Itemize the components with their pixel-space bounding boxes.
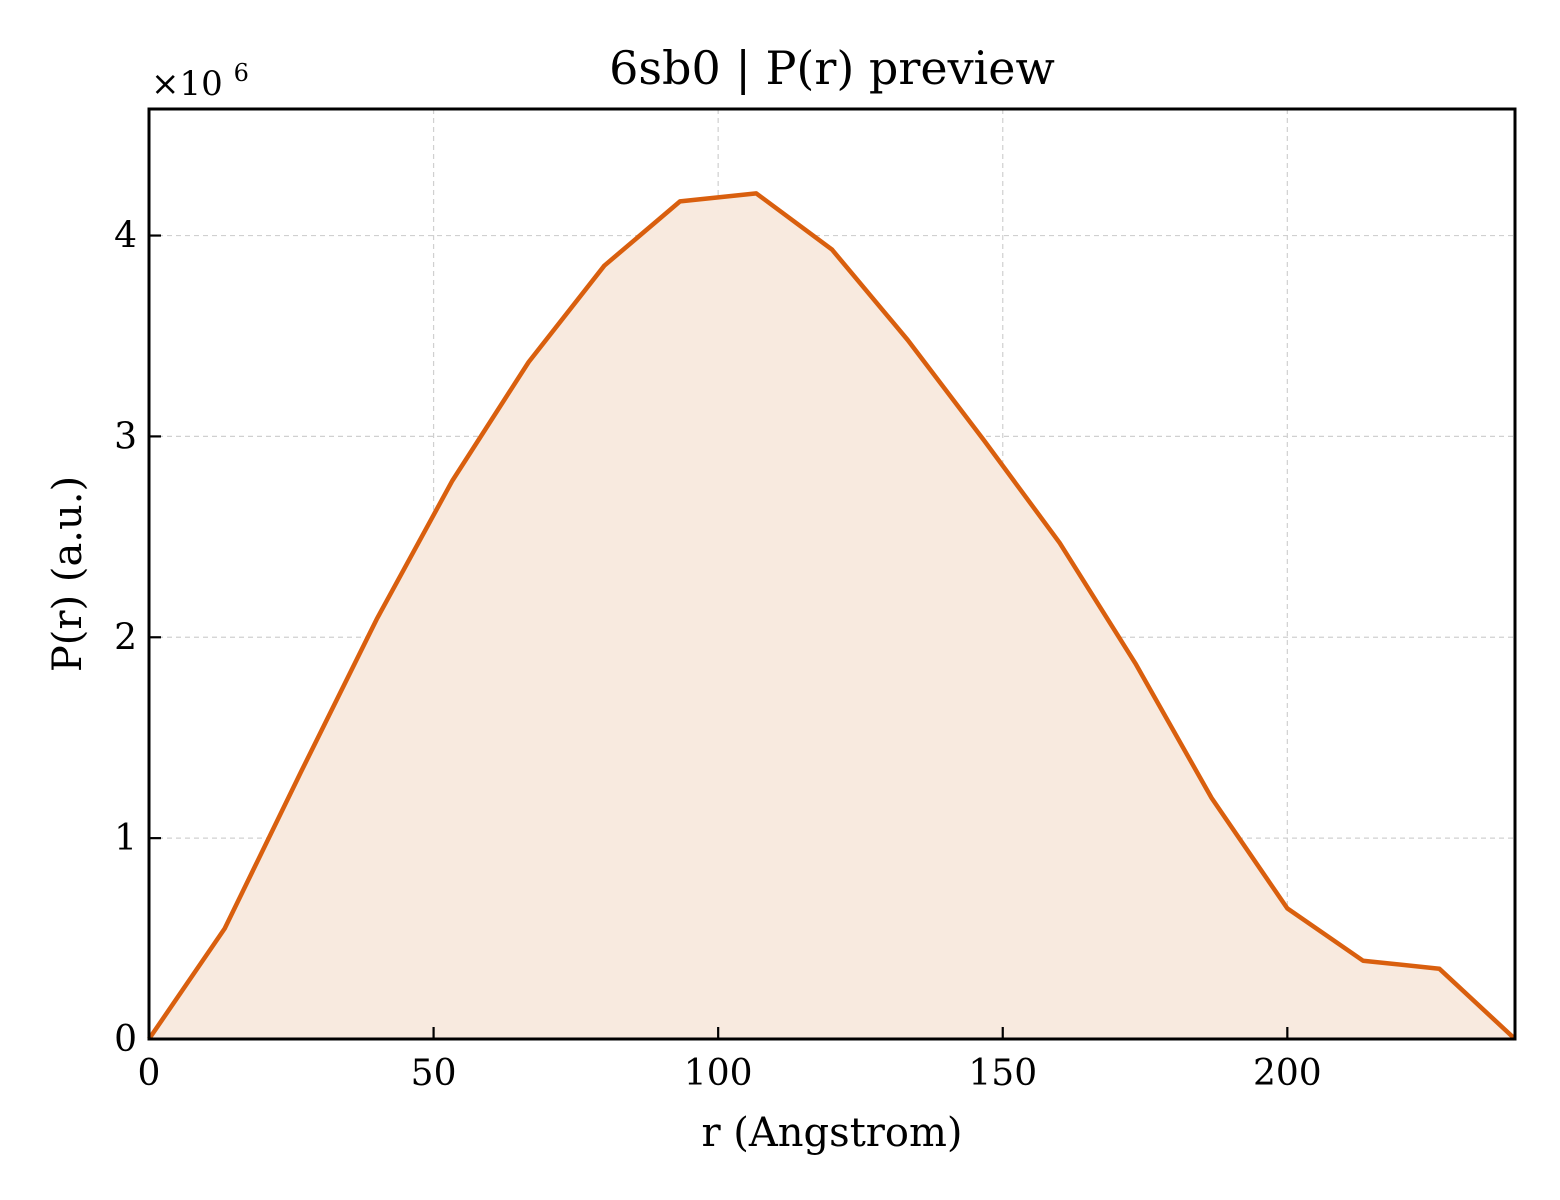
multiplier-exponent: 6 [234,59,249,87]
pr-series-line [147,191,1517,1041]
x-axis-label: r (Angstrom) [701,1110,962,1156]
x-tick-label: 100 [684,1053,753,1094]
chart-title: 6sb0 | P(r) preview [609,41,1055,95]
multiplier-base: ×10 [151,64,223,104]
y-axis-multiplier: ×10 6 [151,59,249,104]
y-tick-label: 1 [114,818,137,859]
y-tick-label: 4 [114,216,137,257]
y-axis-label: P(r) (a.u.) [45,476,91,672]
x-tick-label: 0 [138,1053,161,1094]
y-tick-label: 0 [114,1019,137,1060]
y-tick-label: 3 [114,416,137,457]
x-tick-label: 200 [1253,1053,1322,1094]
axis-ticks [147,234,1289,1041]
x-tick-label: 150 [968,1053,1037,1094]
plot-frame [147,107,1517,1041]
area-layer [147,191,1517,1041]
x-tick-label: 50 [411,1053,457,1094]
pr-area-fill [149,193,1515,1039]
y-tick-label: 2 [114,617,137,658]
tick-labels: 0 50 100 150 200 0 1 2 3 4 [114,216,1322,1094]
